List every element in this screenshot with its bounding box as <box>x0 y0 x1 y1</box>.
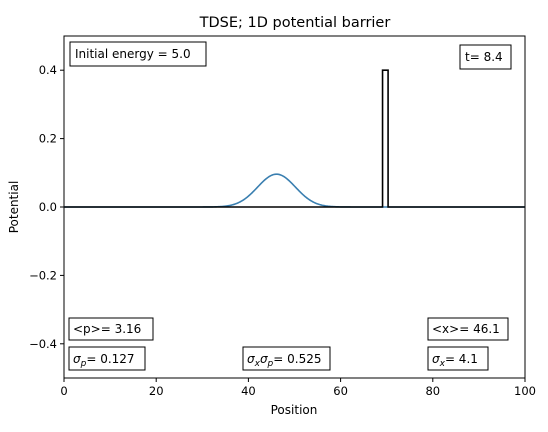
series-layer <box>64 69 525 208</box>
potential-barrier-line <box>64 69 525 208</box>
y-axis-ticks: −0.4 −0.2 0.0 0.2 0.4 <box>29 63 64 351</box>
time-text: t= 8.4 <box>465 50 503 64</box>
sigma-xp-box: σxσp= 0.525 <box>242 346 331 371</box>
sigma-p-text: σp= 0.127 <box>73 352 135 369</box>
x-axis-label: Position <box>271 403 318 417</box>
sigma-x-box: σx= 4.1 <box>427 346 489 371</box>
y-tick-label: 0.4 <box>39 63 57 77</box>
y-tick-label: −0.4 <box>29 337 57 351</box>
energy-text: Initial energy = 5.0 <box>75 47 191 61</box>
p-mean-text: <p>= 3.16 <box>73 322 141 336</box>
sigma-xp-text: σxσp= 0.525 <box>247 352 322 369</box>
y-tick-label: −0.2 <box>29 268 57 282</box>
x-mean-box: <x>= 46.1 <box>427 317 509 341</box>
sigma-x-text: σx= 4.1 <box>432 352 478 369</box>
x-tick-label: 60 <box>333 384 348 398</box>
chart-title: TDSE; 1D potential barrier <box>199 15 391 31</box>
x-tick-label: 80 <box>425 384 440 398</box>
wave-packet-line <box>64 173 525 208</box>
y-axis-label: Potential <box>7 181 21 234</box>
sigma-p-box: σp= 0.127 <box>68 346 146 371</box>
energy-box: Initial energy = 5.0 <box>69 41 207 67</box>
y-tick-label: 0.2 <box>39 132 57 146</box>
x-tick-label: 100 <box>514 384 536 398</box>
x-tick-label: 40 <box>241 384 256 398</box>
x-tick-label: 0 <box>60 384 67 398</box>
p-mean-box: <p>= 3.16 <box>68 317 154 341</box>
time-box: t= 8.4 <box>459 44 512 70</box>
y-tick-label: 0.0 <box>39 200 57 214</box>
x-mean-text: <x>= 46.1 <box>432 322 500 336</box>
x-tick-label: 20 <box>149 384 164 398</box>
x-axis-ticks: 0 20 40 60 80 100 <box>60 378 536 398</box>
